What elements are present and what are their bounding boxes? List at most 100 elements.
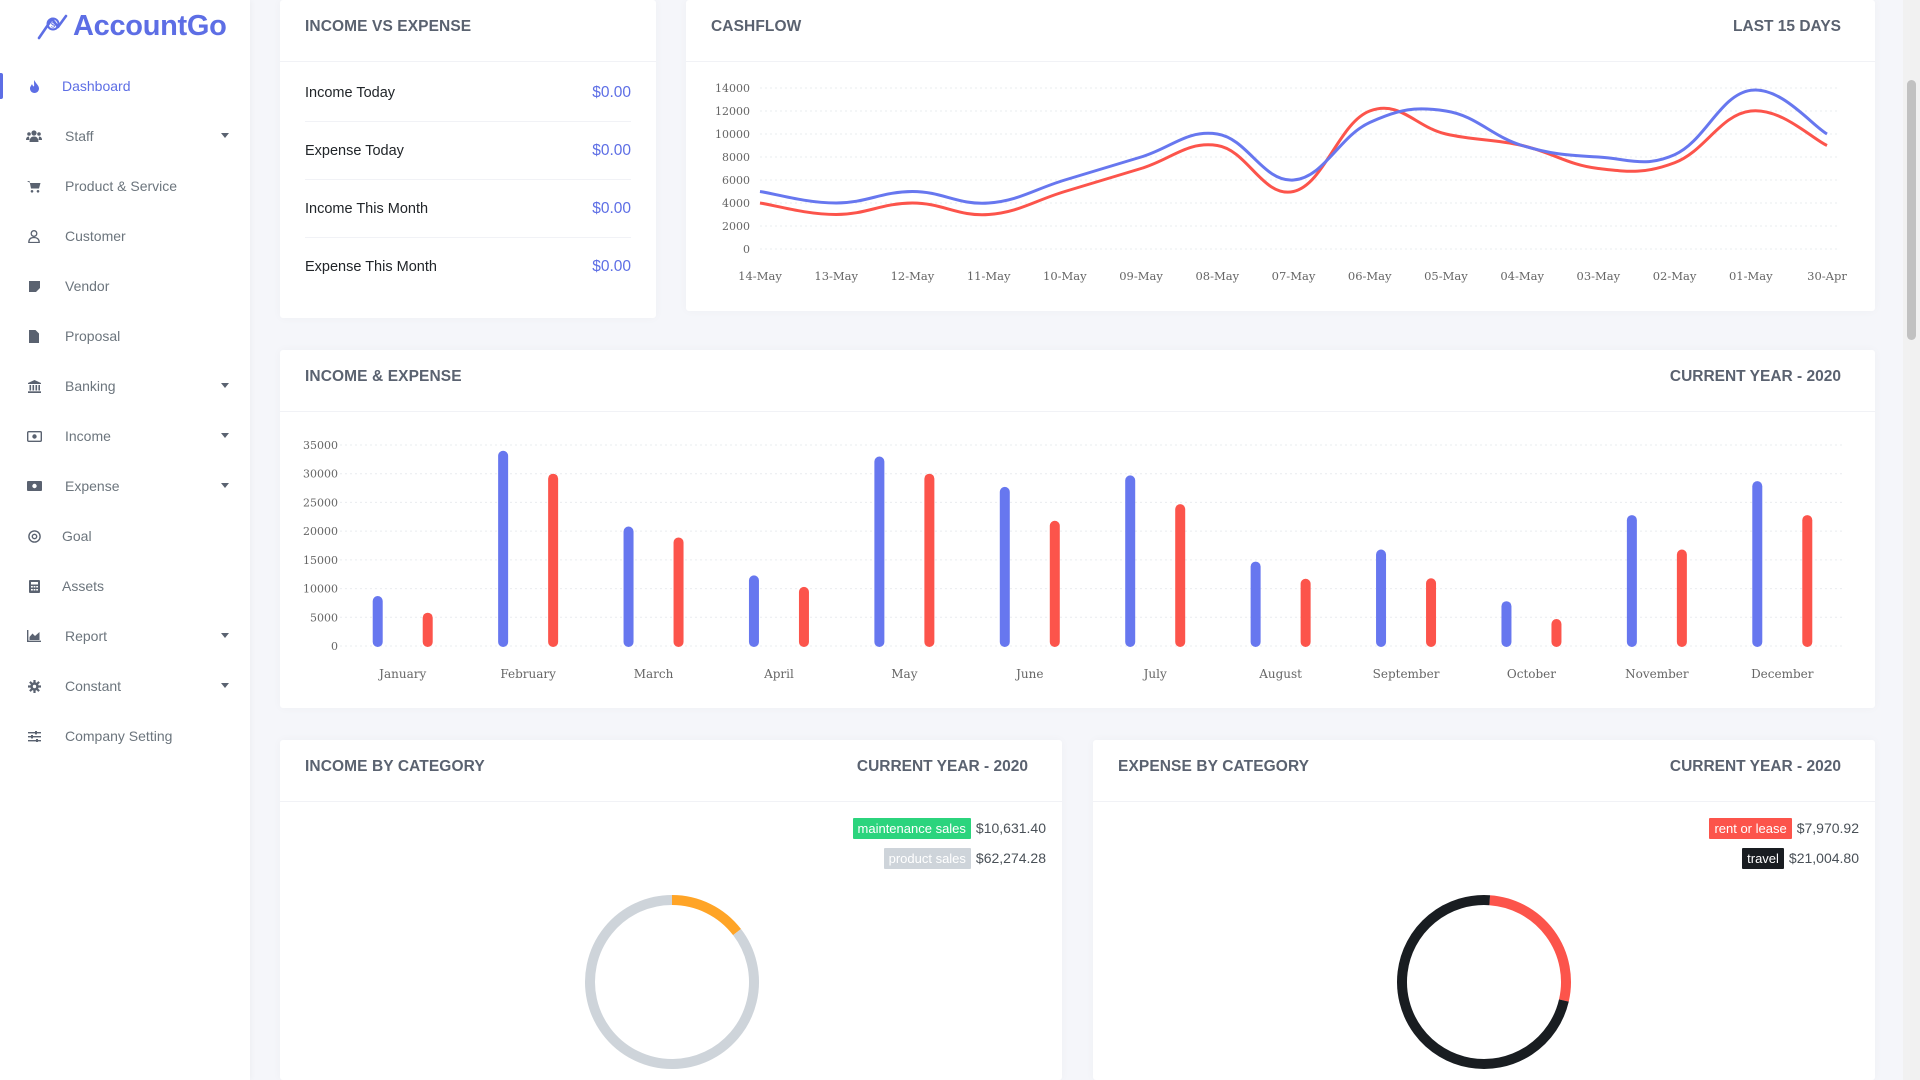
- card-title: EXPENSE BY CATEGORY: [1118, 758, 1310, 775]
- sidebar-item-report[interactable]: Report: [0, 611, 250, 661]
- sidebar-item-label: Dashboard: [62, 78, 131, 94]
- legend-item: product sales $62,274.28: [883, 847, 1046, 869]
- income-expense-card: INCOME & EXPENSE CURRENT YEAR - 2020 0 50…: [280, 350, 1875, 708]
- y-tick-label: 14000: [715, 82, 750, 95]
- bar: [924, 473, 935, 647]
- sidebar-item-staff[interactable]: Staff: [0, 111, 250, 161]
- x-tick-label: May: [891, 667, 917, 681]
- x-tick-label: April: [763, 667, 794, 681]
- card-title: CASHFLOW: [711, 18, 802, 35]
- x-tick-label: 01-May: [1729, 269, 1773, 283]
- card-header: INCOME BY CATEGORY CURRENT YEAR - 2020: [280, 740, 1062, 802]
- legend-item: travel $21,004.80: [1742, 847, 1859, 869]
- x-tick-label: 05-May: [1424, 269, 1468, 283]
- x-tick-label: 09-May: [1119, 269, 1163, 283]
- sidebar-item-banking[interactable]: Banking: [0, 361, 250, 411]
- y-tick-label: 15000: [303, 554, 338, 567]
- bar: [372, 596, 383, 647]
- chevron-down-icon: [221, 133, 229, 138]
- sidebar-item-vendor[interactable]: Vendor: [0, 261, 250, 311]
- series-line: [759, 88, 1828, 205]
- bar: [548, 473, 559, 647]
- x-tick-label: August: [1258, 667, 1302, 681]
- money-icon: [25, 427, 43, 445]
- bar: [1802, 515, 1813, 647]
- y-tick-label: 8000: [722, 151, 750, 164]
- sidebar-item-company-setting[interactable]: Company Setting: [0, 711, 250, 761]
- x-tick-label: 10-May: [1043, 269, 1087, 283]
- row-label: Expense This Month: [305, 259, 437, 275]
- sidebar-item-label: Vendor: [65, 278, 110, 294]
- x-tick-label: 04-May: [1500, 269, 1544, 283]
- sidebar-item-income[interactable]: Income: [0, 411, 250, 461]
- cashflow-chart: 0 2000 4000 6000 8000 10000 12000 14000 14-May 13…: [715, 82, 1847, 283]
- cashflow-card: CASHFLOW LAST 15 DAYS 0 2000 4000 6000 8000 1…: [686, 0, 1875, 311]
- x-tick-label: December: [1751, 667, 1814, 681]
- chevron-down-icon: [221, 633, 229, 638]
- income-by-category-card: INCOME BY CATEGORY CURRENT YEAR - 2020 m…: [280, 740, 1062, 1080]
- sidebar-item-label: Expense: [65, 478, 120, 494]
- chevron-down-icon: [221, 683, 229, 688]
- chevron-down-icon: [221, 383, 229, 388]
- sidebar-item-dashboard[interactable]: Dashboard: [0, 61, 250, 111]
- legend-value: $62,274.28: [975, 850, 1046, 866]
- bar: [999, 486, 1010, 647]
- sidebar-item-constant[interactable]: Constant: [0, 661, 250, 711]
- x-tick-label: November: [1625, 667, 1689, 681]
- chevron-down-icon: [221, 433, 229, 438]
- sidebar-item-goal[interactable]: Goal: [0, 511, 250, 561]
- x-tick-label: 03-May: [1577, 269, 1621, 283]
- x-tick-label: October: [1507, 667, 1556, 681]
- sidebar-item-customer[interactable]: Customer: [0, 211, 250, 261]
- scrollbar-thumb[interactable]: [1907, 80, 1916, 340]
- y-tick-label: 6000: [722, 174, 750, 187]
- legend-value: $21,004.80: [1788, 850, 1859, 866]
- income-vs-expense-card: INCOME VS EXPENSE Income Today $0.00 Exp…: [280, 0, 656, 318]
- sidebar-item-product-service[interactable]: Product & Service: [0, 161, 250, 211]
- sidebar-item-assets[interactable]: Assets: [0, 561, 250, 611]
- x-tick-label: June: [1014, 667, 1043, 681]
- brand-logo[interactable]: $ AccountGo: [36, 10, 227, 43]
- bar: [673, 537, 684, 647]
- sidebar-item-label: Constant: [65, 678, 122, 694]
- legend-badge: maintenance sales: [852, 817, 971, 839]
- legend-item: maintenance sales $10,631.40: [852, 817, 1046, 839]
- sidebar-item-label: Proposal: [65, 328, 121, 344]
- bar: [1300, 578, 1311, 647]
- area-chart-icon: [25, 627, 43, 645]
- row-label: Income Today: [305, 84, 396, 101]
- income-today-row: Income Today $0.00: [305, 64, 631, 122]
- y-tick-label: 2000: [722, 220, 750, 233]
- sidebar-item-proposal[interactable]: Proposal: [0, 311, 250, 361]
- card-header: EXPENSE BY CATEGORY CURRENT YEAR - 2020: [1093, 740, 1875, 802]
- calculator-icon: [25, 577, 43, 595]
- bar: [874, 456, 885, 647]
- sidebar-item-label: Company Setting: [65, 728, 173, 744]
- x-tick-label: 30-Apr: [1807, 269, 1847, 283]
- sticky-note-icon: [25, 277, 43, 295]
- card-title: INCOME BY CATEGORY: [305, 758, 485, 775]
- sidebar-item-expense[interactable]: Expense: [0, 461, 250, 511]
- y-tick-label: 0: [331, 640, 338, 653]
- bar: [1752, 481, 1763, 647]
- card-period: LAST 15 DAYS: [1733, 18, 1841, 35]
- x-tick-label: 11-May: [967, 269, 1011, 283]
- file-icon: [25, 327, 43, 345]
- sidebar-item-label: Customer: [65, 228, 126, 244]
- page-scrollbar[interactable]: [1903, 0, 1920, 1080]
- bar: [1626, 515, 1637, 647]
- card-period: CURRENT YEAR - 2020: [1669, 368, 1841, 385]
- card-period: CURRENT YEAR - 2020: [1669, 758, 1841, 775]
- x-tick-label: March: [634, 667, 674, 681]
- donut-slice: [1397, 895, 1569, 1069]
- income-expense-chart: 0 5000 10000 15000 20000 25000 30000 35000 Janua…: [303, 439, 1845, 681]
- legend-value: $7,970.92: [1796, 820, 1859, 836]
- bar: [748, 575, 759, 647]
- user-icon: [25, 227, 43, 245]
- x-tick-label: July: [1142, 667, 1167, 681]
- sidebar-item-label: Product & Service: [65, 178, 178, 194]
- card-header: INCOME VS EXPENSE: [280, 0, 656, 62]
- row-value: $0.00: [592, 258, 631, 275]
- sidebar: $ AccountGo Dashboard Staff Product & Se…: [0, 0, 250, 1080]
- users-icon: [25, 127, 43, 145]
